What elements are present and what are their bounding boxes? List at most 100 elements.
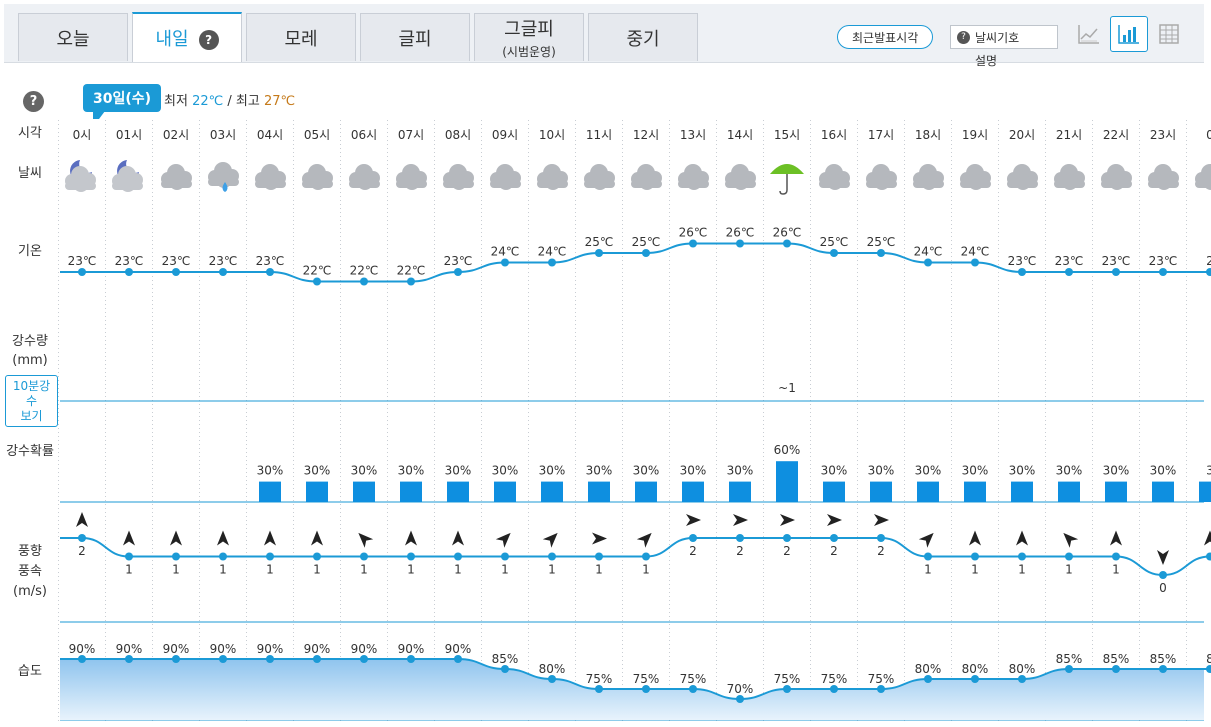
- humidity-point: [454, 655, 462, 663]
- tab-tomorrow[interactable]: 내일?: [132, 12, 242, 62]
- wind-speed-point: [924, 552, 932, 561]
- wind-speed-label: 1: [407, 563, 415, 577]
- precip-prob-bar: [1011, 481, 1033, 502]
- precip-prob-label: 30%: [586, 464, 613, 478]
- temperature-label: 26℃: [773, 226, 802, 240]
- humidity-label: 80%: [915, 662, 942, 676]
- humidity-label: 80%: [962, 662, 989, 676]
- cloud-icon: [960, 164, 991, 190]
- tab-day-4[interactable]: 그글피 (시범운영): [474, 13, 584, 61]
- weather-symbol-button[interactable]: ? 날씨기호: [950, 25, 1058, 49]
- wind-speed-label: 2: [783, 544, 791, 558]
- temperature-label: 24℃: [538, 245, 567, 259]
- row-label-prob: 강수확률: [6, 444, 54, 459]
- precip-prob-bar: [1105, 481, 1127, 502]
- wind-arrow-icon: [918, 532, 934, 548]
- precip-prob-bar: [588, 481, 610, 502]
- wind-speed-label: 1: [172, 563, 180, 577]
- temperature-label: 23℃: [1055, 254, 1084, 268]
- precip-prob-label: 30%: [257, 464, 284, 478]
- humidity-point: [1018, 675, 1026, 683]
- row-label-precip-unit: (mm): [12, 353, 48, 368]
- hour-label: 17시: [868, 128, 894, 142]
- temperature-label: 25℃: [585, 235, 614, 249]
- humidity-label: 85%: [1103, 652, 1130, 666]
- wind-speed-label: 1: [219, 563, 227, 577]
- separator: /: [227, 94, 232, 109]
- wind-arrow-icon: [264, 530, 276, 546]
- precip-prob-bar: [682, 481, 704, 502]
- wind-arrow-icon: [874, 514, 889, 526]
- temperature-point: [266, 268, 274, 276]
- precip-prob-label: 30%: [915, 464, 942, 478]
- hour-label: 04시: [257, 128, 283, 142]
- precip-prob-bar: [823, 481, 845, 502]
- weather-symbol-desc: 설명: [975, 54, 998, 68]
- wind-arrow-icon: [780, 514, 795, 526]
- temperature-point: [1206, 268, 1211, 276]
- precip-prob-label: 30%: [492, 464, 519, 478]
- precip-prob-label: 30%: [680, 464, 707, 478]
- temperature-point: [1018, 268, 1026, 276]
- wind-speed-label: 1: [266, 563, 274, 577]
- temperature-label: 23℃: [256, 254, 285, 268]
- precip-prob-label: 30%: [1056, 464, 1083, 478]
- humidity-point: [78, 655, 86, 663]
- temperature-point: [454, 268, 462, 276]
- wind-arrow-icon: [592, 532, 607, 545]
- btn10-line2: 수: [25, 394, 38, 408]
- cloud-icon: [1007, 164, 1038, 190]
- humidity-point: [924, 675, 932, 683]
- help-icon[interactable]: ?: [23, 91, 44, 112]
- precip-prob-bar: [400, 481, 422, 502]
- cloud-icon: [1195, 164, 1211, 190]
- tab-day-after[interactable]: 모레: [246, 13, 356, 61]
- humidity-label: 90%: [257, 642, 284, 656]
- ten-minute-rain-button[interactable]: 10분강 수 보기: [5, 375, 58, 427]
- wind-speed-point: [219, 552, 227, 561]
- tab-midterm[interactable]: 중기: [588, 13, 698, 61]
- humidity-point: [313, 655, 321, 663]
- wind-arrow-icon: [170, 530, 182, 546]
- precip-prob-bar: [1058, 481, 1080, 502]
- view-bar-button[interactable]: [1110, 16, 1148, 52]
- cloud-icon: [631, 164, 662, 190]
- temperature-label: 24℃: [491, 245, 520, 259]
- view-table-button[interactable]: [1150, 16, 1188, 52]
- hour-label: 08시: [445, 128, 471, 142]
- precip-prob-bar: [494, 481, 516, 502]
- cloud-icon: [584, 164, 615, 190]
- rain-drop-icon: [222, 182, 228, 192]
- recent-release-button[interactable]: 최근발표시각: [837, 25, 934, 49]
- view-line-button[interactable]: [1070, 16, 1108, 52]
- wind-speed-point: [783, 534, 791, 542]
- wind-arrow-icon: [1110, 530, 1122, 546]
- wind-speed-line: [60, 537, 1211, 577]
- row-label-wind-unit: (m/s): [13, 584, 47, 599]
- tab-day-3[interactable]: 글피: [360, 13, 470, 61]
- cloud-icon: [208, 162, 239, 188]
- temperature-label: 22℃: [350, 264, 379, 278]
- humidity-point: [266, 655, 274, 663]
- help-icon[interactable]: ?: [198, 30, 219, 50]
- precip-prob-label: 30%: [304, 464, 331, 478]
- humidity-point: [172, 655, 180, 663]
- wind-arrow-icon: [1063, 532, 1079, 548]
- hour-label: 22시: [1103, 128, 1129, 142]
- wind-speed-point: [125, 552, 133, 561]
- hour-label: 09시: [492, 128, 518, 142]
- tab-today[interactable]: 오늘: [18, 13, 128, 61]
- wind-arrow-icon: [542, 532, 558, 548]
- wind-speed-point: [360, 552, 368, 561]
- temperature-point: [407, 277, 415, 286]
- humidity-label: 8: [1206, 652, 1211, 666]
- humidity-label: 90%: [351, 642, 378, 656]
- humidity-label: 85%: [1056, 652, 1083, 666]
- wind-arrow-icon: [76, 512, 88, 527]
- hour-label: 03시: [210, 128, 236, 142]
- humidity-label: 90%: [69, 642, 96, 656]
- wind-speed-point: [266, 552, 274, 561]
- temperature-point: [783, 239, 791, 248]
- humidity-label: 90%: [445, 642, 472, 656]
